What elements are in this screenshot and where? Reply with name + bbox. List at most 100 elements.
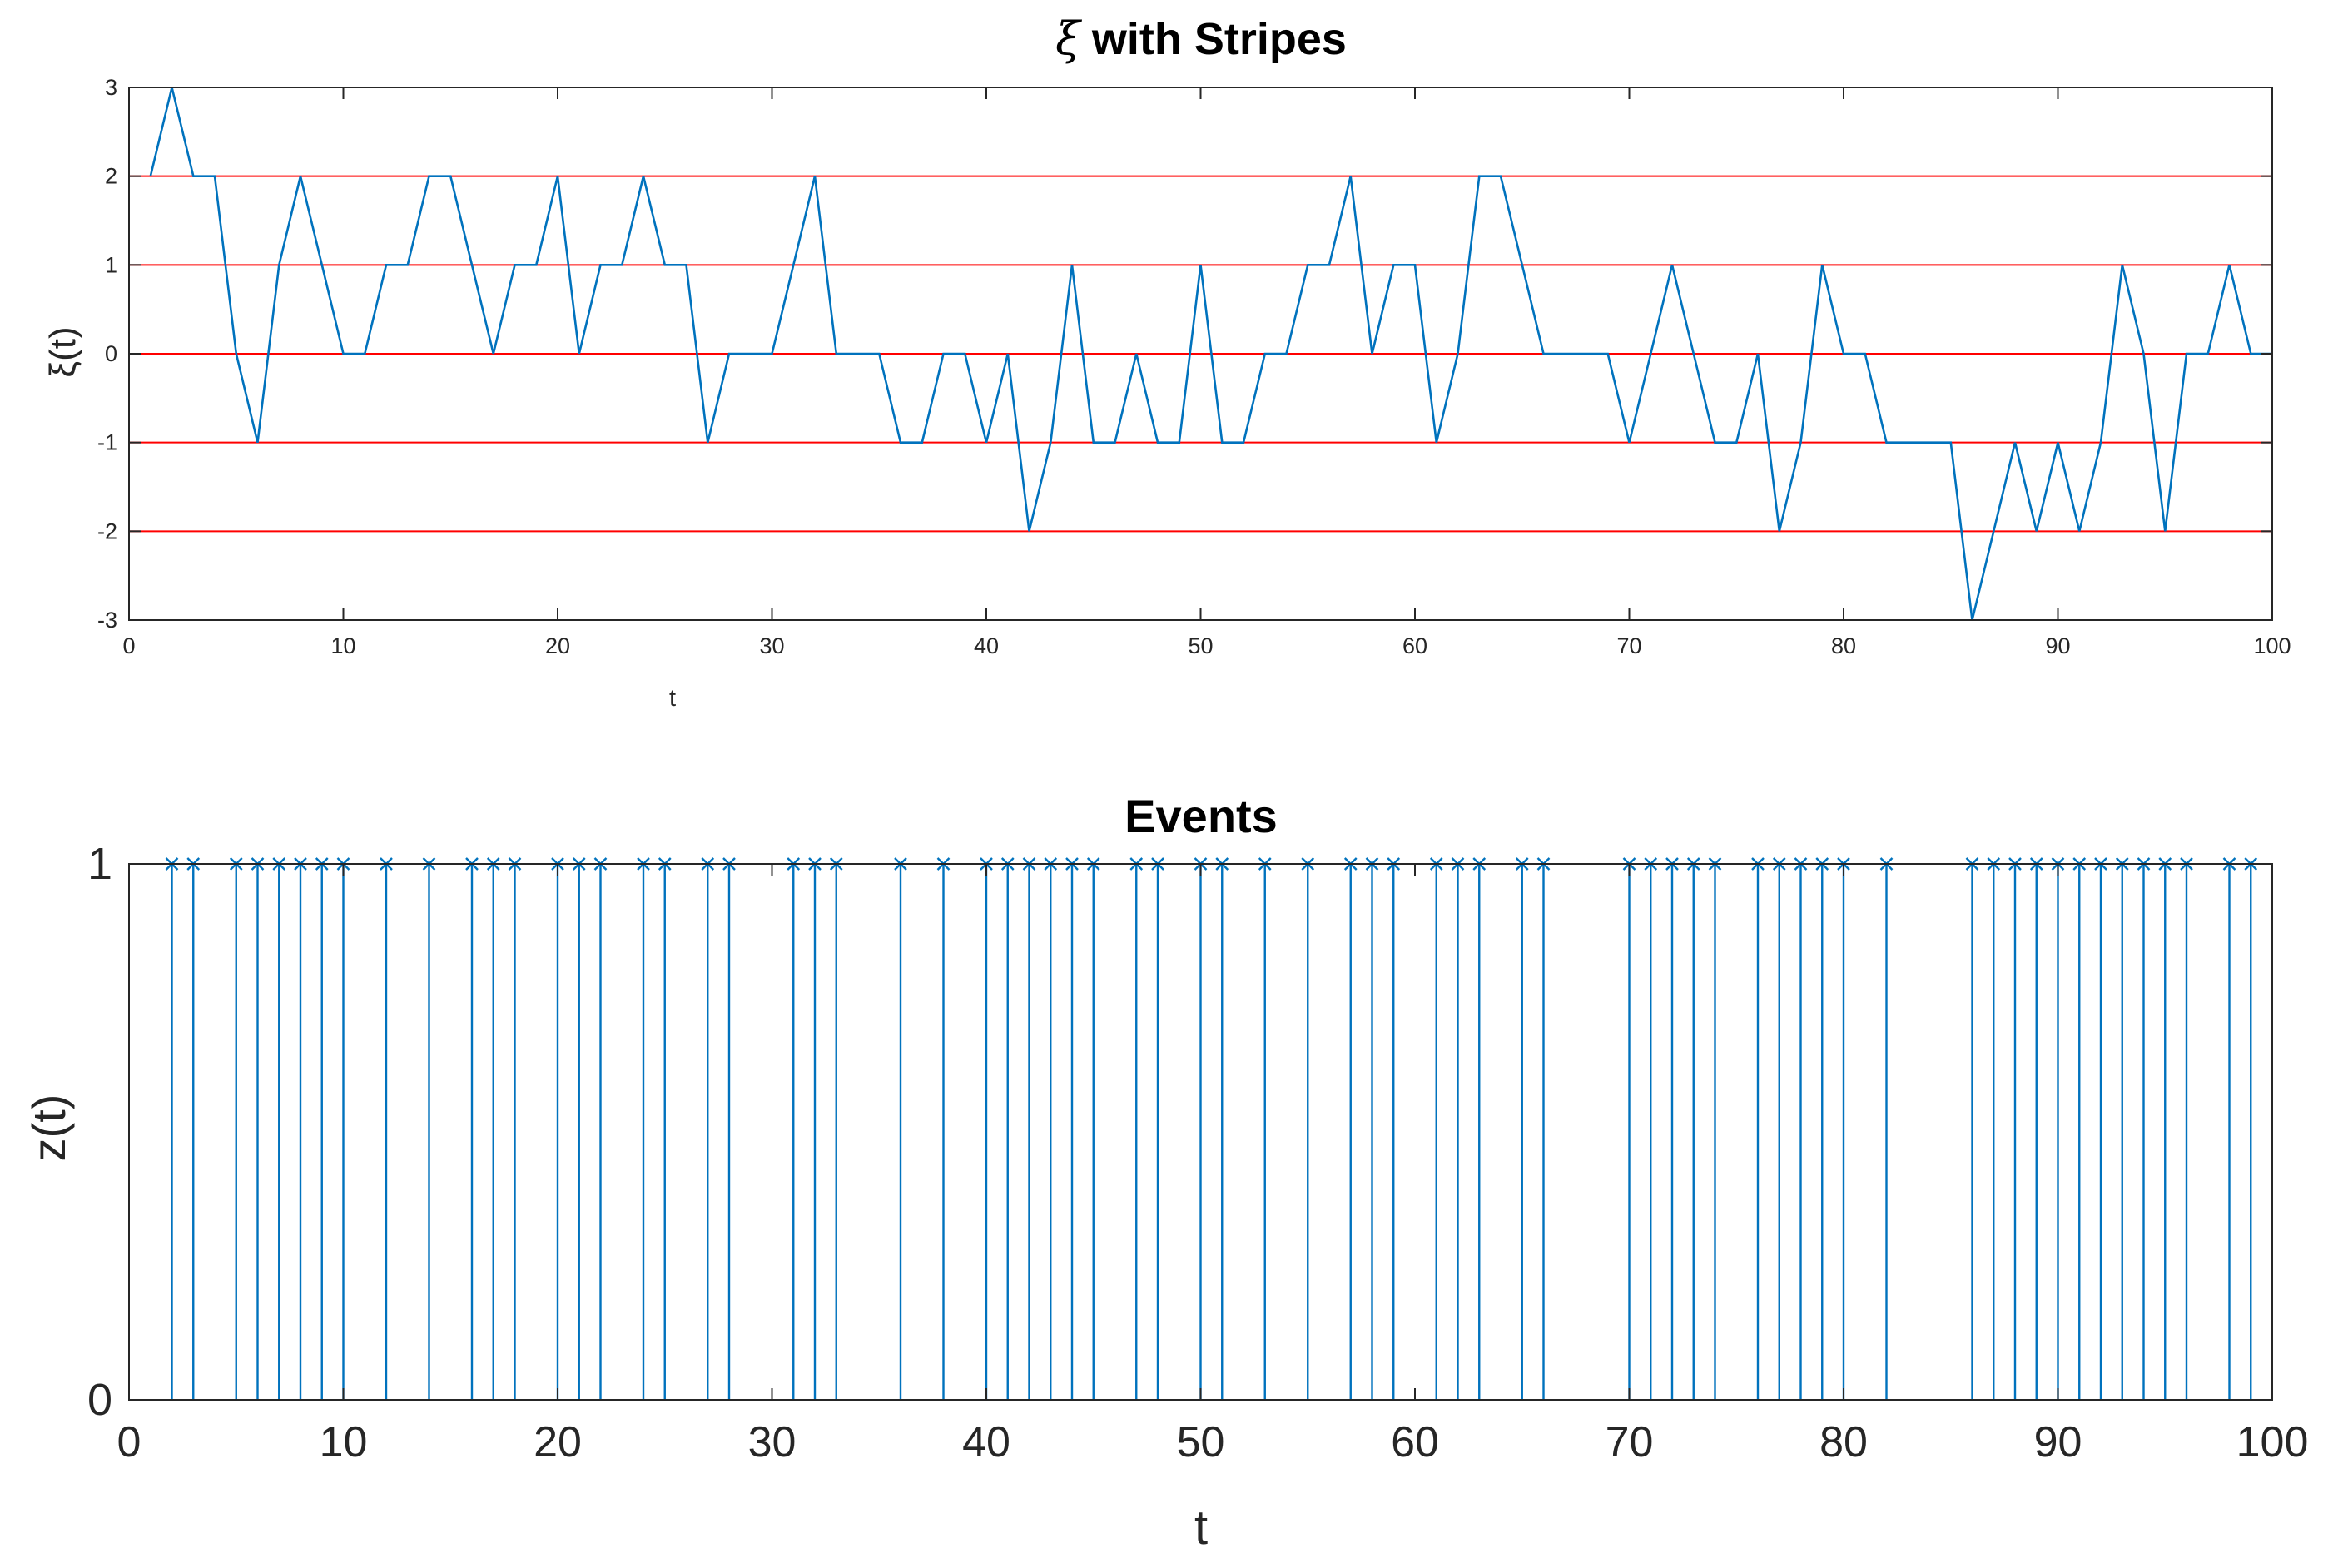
xi-y-tick-label: -1 xyxy=(97,430,117,455)
event-stem xyxy=(2008,857,2022,1400)
event-stem xyxy=(2137,857,2151,1400)
event-stem xyxy=(380,857,393,1400)
event-stem xyxy=(336,857,350,1400)
event-stem xyxy=(1708,857,1722,1400)
events-x-tick-label: 70 xyxy=(1606,1418,1654,1466)
event-stem xyxy=(1644,857,1658,1400)
events-x-tick-label: 80 xyxy=(1819,1418,1868,1466)
event-stem xyxy=(1151,857,1164,1400)
event-stem xyxy=(1515,857,1529,1400)
xi-series-line xyxy=(149,87,2272,621)
xi-chart-ylabel: ξ(t) xyxy=(42,326,83,377)
event-stem xyxy=(551,857,564,1400)
event-stem xyxy=(787,857,801,1400)
event-stem xyxy=(637,857,650,1400)
xi-chart-xlabel: t xyxy=(669,685,676,712)
event-stem xyxy=(229,857,243,1400)
xi-x-tick-label: 70 xyxy=(1616,633,1641,658)
event-stem xyxy=(1215,857,1229,1400)
xi-y-tick-label: -3 xyxy=(97,608,117,633)
event-stem xyxy=(572,857,586,1400)
event-stem xyxy=(2029,857,2043,1400)
event-stem xyxy=(1086,857,1100,1400)
event-stem xyxy=(980,857,993,1400)
event-stem xyxy=(808,857,822,1400)
xi-x-tick-label: 80 xyxy=(1831,633,1856,658)
event-stem xyxy=(2051,857,2065,1400)
xi-x-tick-label: 60 xyxy=(1402,633,1427,658)
event-stem xyxy=(1536,857,1551,1400)
xi-y-tick-label: -2 xyxy=(97,519,117,543)
xi-x-tick-label: 30 xyxy=(759,633,784,658)
event-stem xyxy=(1258,857,1272,1400)
events-chart: Events t z(t) 0 10 20 30 40 50 60 70 80 90 100 0 1 xyxy=(22,790,2308,1555)
events-x-tick-label: 40 xyxy=(962,1418,1010,1466)
xi-x-tick-label: 40 xyxy=(974,633,999,658)
event-stem xyxy=(1365,857,1379,1400)
event-stem xyxy=(165,857,179,1400)
event-stem xyxy=(1837,857,1850,1400)
event-stem xyxy=(1772,857,1786,1400)
xi-x-tick-label: 50 xyxy=(1188,633,1213,658)
events-x-tick-label: 30 xyxy=(748,1418,797,1466)
events-chart-ylabel: z(t) xyxy=(22,1094,75,1162)
event-stem xyxy=(1751,857,1765,1400)
event-stem xyxy=(1194,857,1208,1400)
event-stem xyxy=(701,857,715,1400)
event-stem xyxy=(486,857,500,1400)
event-stem xyxy=(1665,857,1679,1400)
xi-chart: ξ with Stripes t ξ(t) 0 10 20 30 40 50 60 70 80 90… xyxy=(42,12,2291,712)
event-stem xyxy=(1815,857,1829,1400)
event-stem xyxy=(1129,857,1144,1400)
event-stem xyxy=(829,857,843,1400)
event-stem xyxy=(1879,857,1894,1400)
xi-x-tick-label: 90 xyxy=(2045,633,2070,658)
event-stem xyxy=(422,857,436,1400)
event-stem xyxy=(1022,857,1036,1400)
event-stem xyxy=(294,857,307,1400)
events-x-tick-label: 60 xyxy=(1391,1418,1439,1466)
event-stem xyxy=(1686,857,1700,1400)
event-stem xyxy=(1301,857,1315,1400)
event-stem xyxy=(2222,857,2236,1400)
events-x-tick-label: 90 xyxy=(2034,1418,2082,1466)
event-stem xyxy=(1387,857,1401,1400)
xi-y-tick-label: 1 xyxy=(105,252,117,277)
event-stem xyxy=(508,857,522,1400)
event-stem xyxy=(1065,857,1079,1400)
xi-y-tick-label: 0 xyxy=(105,341,117,366)
events-x-tick-label: 20 xyxy=(534,1418,582,1466)
event-stem xyxy=(658,857,672,1400)
xi-y-tick-label: 3 xyxy=(105,75,117,100)
xi-chart-title: ξ with Stripes xyxy=(1055,12,1347,65)
event-stem xyxy=(936,857,951,1400)
event-stem xyxy=(1343,857,1358,1400)
event-stem xyxy=(272,857,286,1400)
xi-chart-title-text: with Stripes xyxy=(1091,14,1347,64)
event-stem xyxy=(2094,857,2107,1400)
event-stem xyxy=(2244,857,2258,1400)
event-stem xyxy=(2158,857,2172,1400)
event-stem xyxy=(593,857,608,1400)
event-stem xyxy=(1622,857,1636,1400)
events-chart-title: Events xyxy=(1124,790,1278,842)
events-x-tick-label: 50 xyxy=(1177,1418,1225,1466)
xi-chart-title-symbol: ξ xyxy=(1055,12,1082,65)
event-stem xyxy=(894,857,907,1400)
event-stem xyxy=(1472,857,1487,1400)
events-chart-xlabel: t xyxy=(1194,1501,1208,1555)
event-stem xyxy=(186,857,201,1400)
events-x-tick-label: 100 xyxy=(2236,1418,2309,1466)
xi-x-tick-label: 100 xyxy=(2253,633,2291,658)
xi-y-tick-label: 2 xyxy=(105,164,117,189)
event-stem xyxy=(1044,857,1058,1400)
xi-x-tick-label: 10 xyxy=(330,633,355,658)
event-stem xyxy=(465,857,479,1400)
events-x-tick-label: 10 xyxy=(320,1418,368,1466)
event-stem xyxy=(1451,857,1465,1400)
event-stem xyxy=(315,857,329,1400)
events-x-tick-label: 0 xyxy=(117,1418,141,1466)
event-stem xyxy=(1965,857,1979,1400)
event-stem xyxy=(1987,857,2001,1400)
